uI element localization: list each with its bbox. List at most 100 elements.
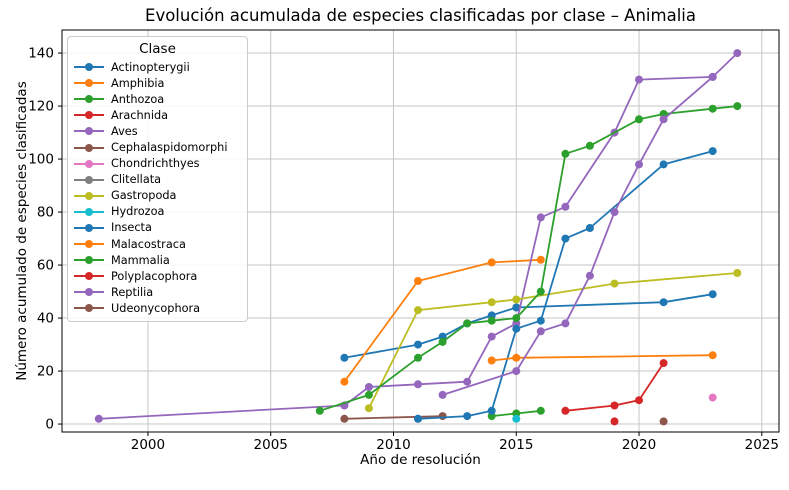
legend-label: Aves — [111, 124, 138, 138]
data-point — [487, 356, 496, 365]
data-point — [561, 202, 570, 211]
data-point — [659, 417, 668, 426]
data-point — [487, 406, 496, 415]
series-Hydrozoa — [512, 414, 521, 423]
x-tick-label: 2005 — [254, 437, 288, 453]
x-axis-label: Año de resolución — [360, 452, 481, 468]
data-point — [585, 271, 594, 280]
data-point — [708, 72, 717, 81]
y-tick-label: 140 — [28, 46, 54, 62]
legend-line-marker-icon — [74, 239, 104, 249]
data-point — [635, 75, 643, 84]
data-point — [708, 290, 717, 299]
data-point — [512, 367, 521, 376]
legend-line-marker-icon — [74, 126, 104, 136]
data-point — [561, 149, 570, 158]
x-tick-label: 2010 — [376, 437, 410, 453]
data-point — [536, 406, 545, 415]
data-point — [512, 414, 521, 423]
legend-item-Cephalaspidomorphi: Cephalaspidomorphi — [74, 139, 241, 155]
series-Amphibia — [340, 255, 545, 386]
series-line — [417, 150, 713, 420]
series-Chondrichthyes — [708, 393, 717, 402]
data-point — [708, 104, 717, 113]
legend-item-Hydrozoa: Hydrozoa — [74, 204, 241, 220]
data-point — [487, 298, 496, 307]
series-line — [368, 272, 738, 409]
data-point — [536, 287, 545, 296]
series-Gastropoda — [364, 269, 742, 413]
data-point — [708, 351, 717, 360]
legend-item-Insecta: Insecta — [74, 220, 241, 236]
data-point — [561, 319, 570, 328]
y-tick-label: 120 — [28, 99, 54, 115]
legend-line-marker-icon — [74, 175, 104, 185]
data-point — [512, 314, 521, 323]
legend-line-marker-icon — [74, 110, 104, 120]
legend-line-marker-icon — [74, 223, 104, 233]
series-line — [344, 293, 713, 359]
legend-item-Actinopterygii: Actinopterygii — [74, 59, 241, 75]
data-point — [463, 319, 472, 328]
data-point — [463, 377, 472, 386]
data-point — [512, 295, 521, 304]
legend-label: Clitellata — [111, 173, 162, 187]
chart-title: Evolución acumulada de especies clasific… — [145, 6, 696, 25]
data-point — [364, 404, 373, 413]
legend-label: Cephalaspidomorphi — [111, 141, 228, 155]
data-point — [610, 208, 619, 217]
data-point — [733, 49, 742, 58]
data-point — [512, 324, 521, 333]
x-tick-label: 2015 — [499, 437, 533, 453]
data-point — [708, 147, 717, 156]
legend-line-marker-icon — [74, 287, 104, 297]
legend-label: Anthozoa — [111, 92, 165, 106]
data-point — [414, 353, 422, 362]
data-point — [512, 303, 521, 312]
legend-label: Amphibia — [111, 76, 165, 90]
data-point — [659, 359, 668, 368]
data-point — [414, 414, 422, 423]
legend-item-Amphibia: Amphibia — [74, 75, 241, 91]
legend-line-marker-icon — [74, 143, 104, 153]
data-point — [94, 414, 103, 423]
legend-label: Udeonycophora — [111, 301, 201, 315]
legend-item-Anthozoa: Anthozoa — [74, 91, 241, 107]
legend-line-marker-icon — [74, 207, 104, 217]
series-line — [319, 105, 738, 412]
series-line — [343, 258, 541, 383]
data-point — [536, 327, 545, 336]
y-tick-label: 80 — [37, 205, 54, 221]
legend-line-marker-icon — [74, 191, 104, 201]
data-point — [635, 396, 643, 405]
data-point — [659, 160, 668, 169]
data-point — [659, 115, 668, 124]
series-line — [565, 362, 665, 412]
data-point — [364, 390, 373, 399]
data-point — [414, 277, 422, 285]
data-point — [610, 417, 619, 426]
data-point — [438, 337, 447, 346]
legend-label: Gastropoda — [111, 189, 177, 203]
legend-item-Gastropoda: Gastropoda — [74, 188, 241, 204]
data-point — [487, 258, 496, 267]
data-point — [610, 279, 619, 288]
data-point — [561, 234, 570, 243]
series-Malacostraca — [487, 351, 717, 365]
data-point — [364, 383, 373, 391]
series-Arachnida — [561, 359, 668, 415]
legend-line-marker-icon — [74, 94, 104, 104]
legend-item-Arachnida: Arachnida — [74, 107, 241, 123]
data-point — [414, 306, 422, 315]
data-point — [487, 332, 496, 341]
legend-label: Actinopterygii — [111, 60, 190, 74]
legend-line-marker-icon — [74, 271, 104, 281]
y-tick-label: 0 — [45, 417, 54, 433]
legend-item-Mammalia: Mammalia — [74, 252, 241, 268]
data-point — [438, 412, 447, 421]
data-point — [561, 406, 570, 415]
data-point — [340, 414, 349, 423]
legend-label: Arachnida — [111, 108, 169, 122]
legend-line-marker-icon — [74, 62, 104, 72]
y-tick-label: 100 — [28, 152, 54, 168]
